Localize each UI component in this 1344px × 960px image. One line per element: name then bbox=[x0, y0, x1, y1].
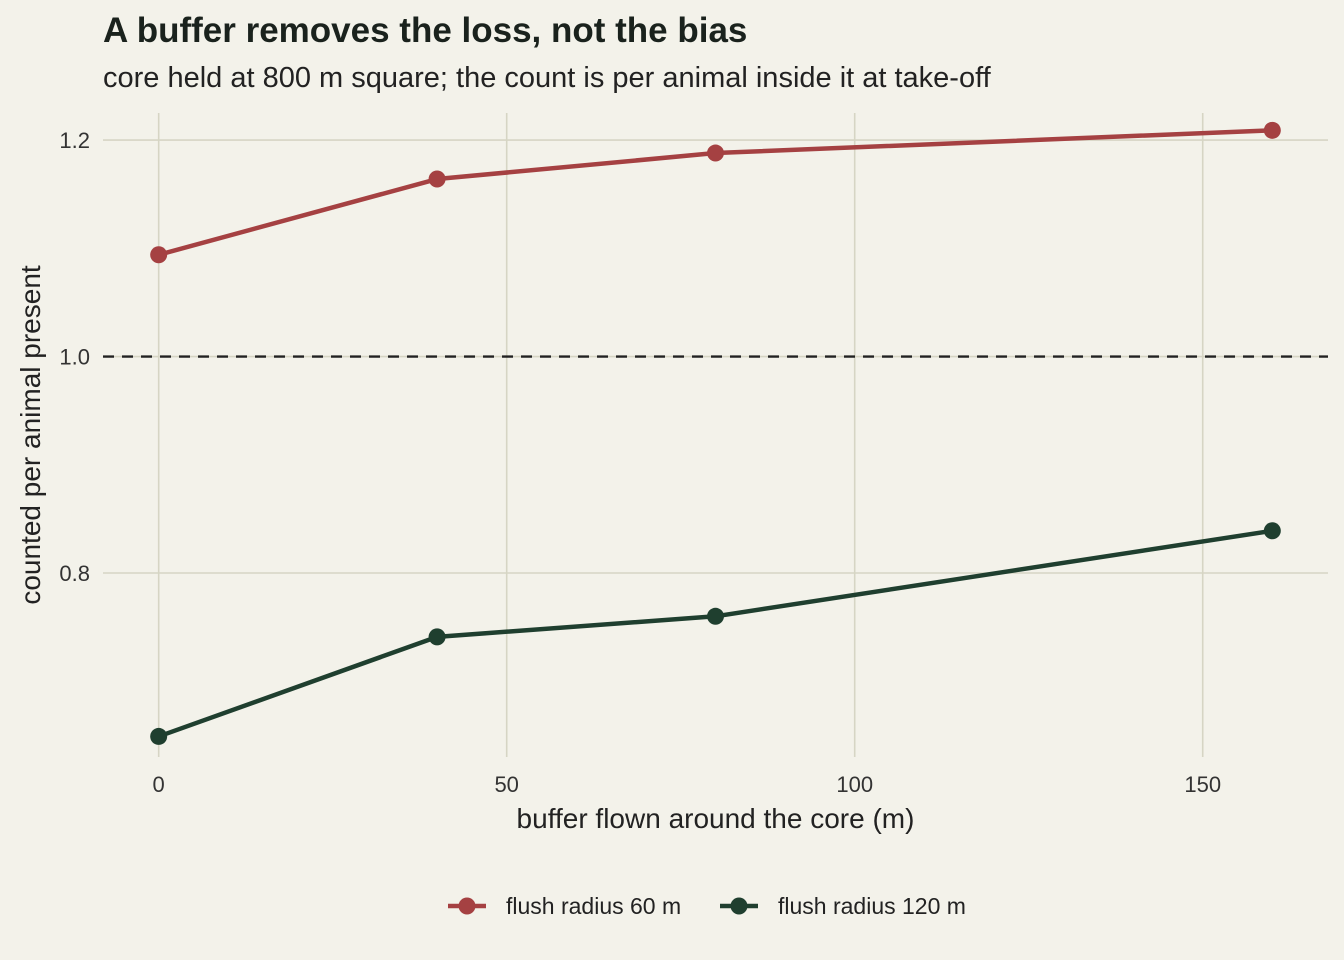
x-tick-label: 150 bbox=[1184, 772, 1221, 797]
chart-title: A buffer removes the loss, not the bias bbox=[103, 11, 748, 50]
x-axis-label: buffer flown around the core (m) bbox=[517, 803, 915, 834]
legend-key-point-0 bbox=[458, 897, 476, 915]
legend: flush radius 60 m flush radius 120 m bbox=[448, 893, 966, 919]
chart-subtitle: core held at 800 m square; the count is … bbox=[103, 62, 991, 94]
series-line-1 bbox=[157, 528, 1273, 739]
y-tick-label: 1.0 bbox=[59, 345, 90, 370]
series-1-point-2 bbox=[707, 607, 724, 625]
legend-label-0: flush radius 60 m bbox=[506, 893, 681, 919]
series-1-point-0 bbox=[150, 727, 168, 745]
x-tick-labels: 0 50 100 150 bbox=[153, 772, 1222, 797]
series-0-point-2 bbox=[707, 144, 724, 162]
series-group bbox=[150, 121, 1281, 745]
series-1-point-1 bbox=[428, 628, 446, 646]
y-tick-label: 1.2 bbox=[59, 128, 90, 153]
series-0-point-0 bbox=[150, 246, 168, 264]
grid-lines bbox=[103, 113, 1328, 757]
series-0-point-3 bbox=[1263, 121, 1281, 139]
series-0-point-1 bbox=[428, 170, 446, 188]
x-tick-label: 100 bbox=[836, 772, 873, 797]
y-tick-label: 0.8 bbox=[59, 561, 90, 586]
series-line-0 bbox=[158, 128, 1273, 257]
x-tick-label: 50 bbox=[494, 772, 518, 797]
legend-label-1: flush radius 120 m bbox=[778, 893, 966, 919]
legend-key-point-1 bbox=[730, 897, 748, 915]
y-axis-label: counted per animal present bbox=[15, 265, 46, 605]
x-tick-label: 0 bbox=[153, 772, 165, 797]
series-1-point-3 bbox=[1263, 522, 1281, 540]
y-tick-labels: 0.8 1.0 1.2 bbox=[59, 128, 90, 586]
